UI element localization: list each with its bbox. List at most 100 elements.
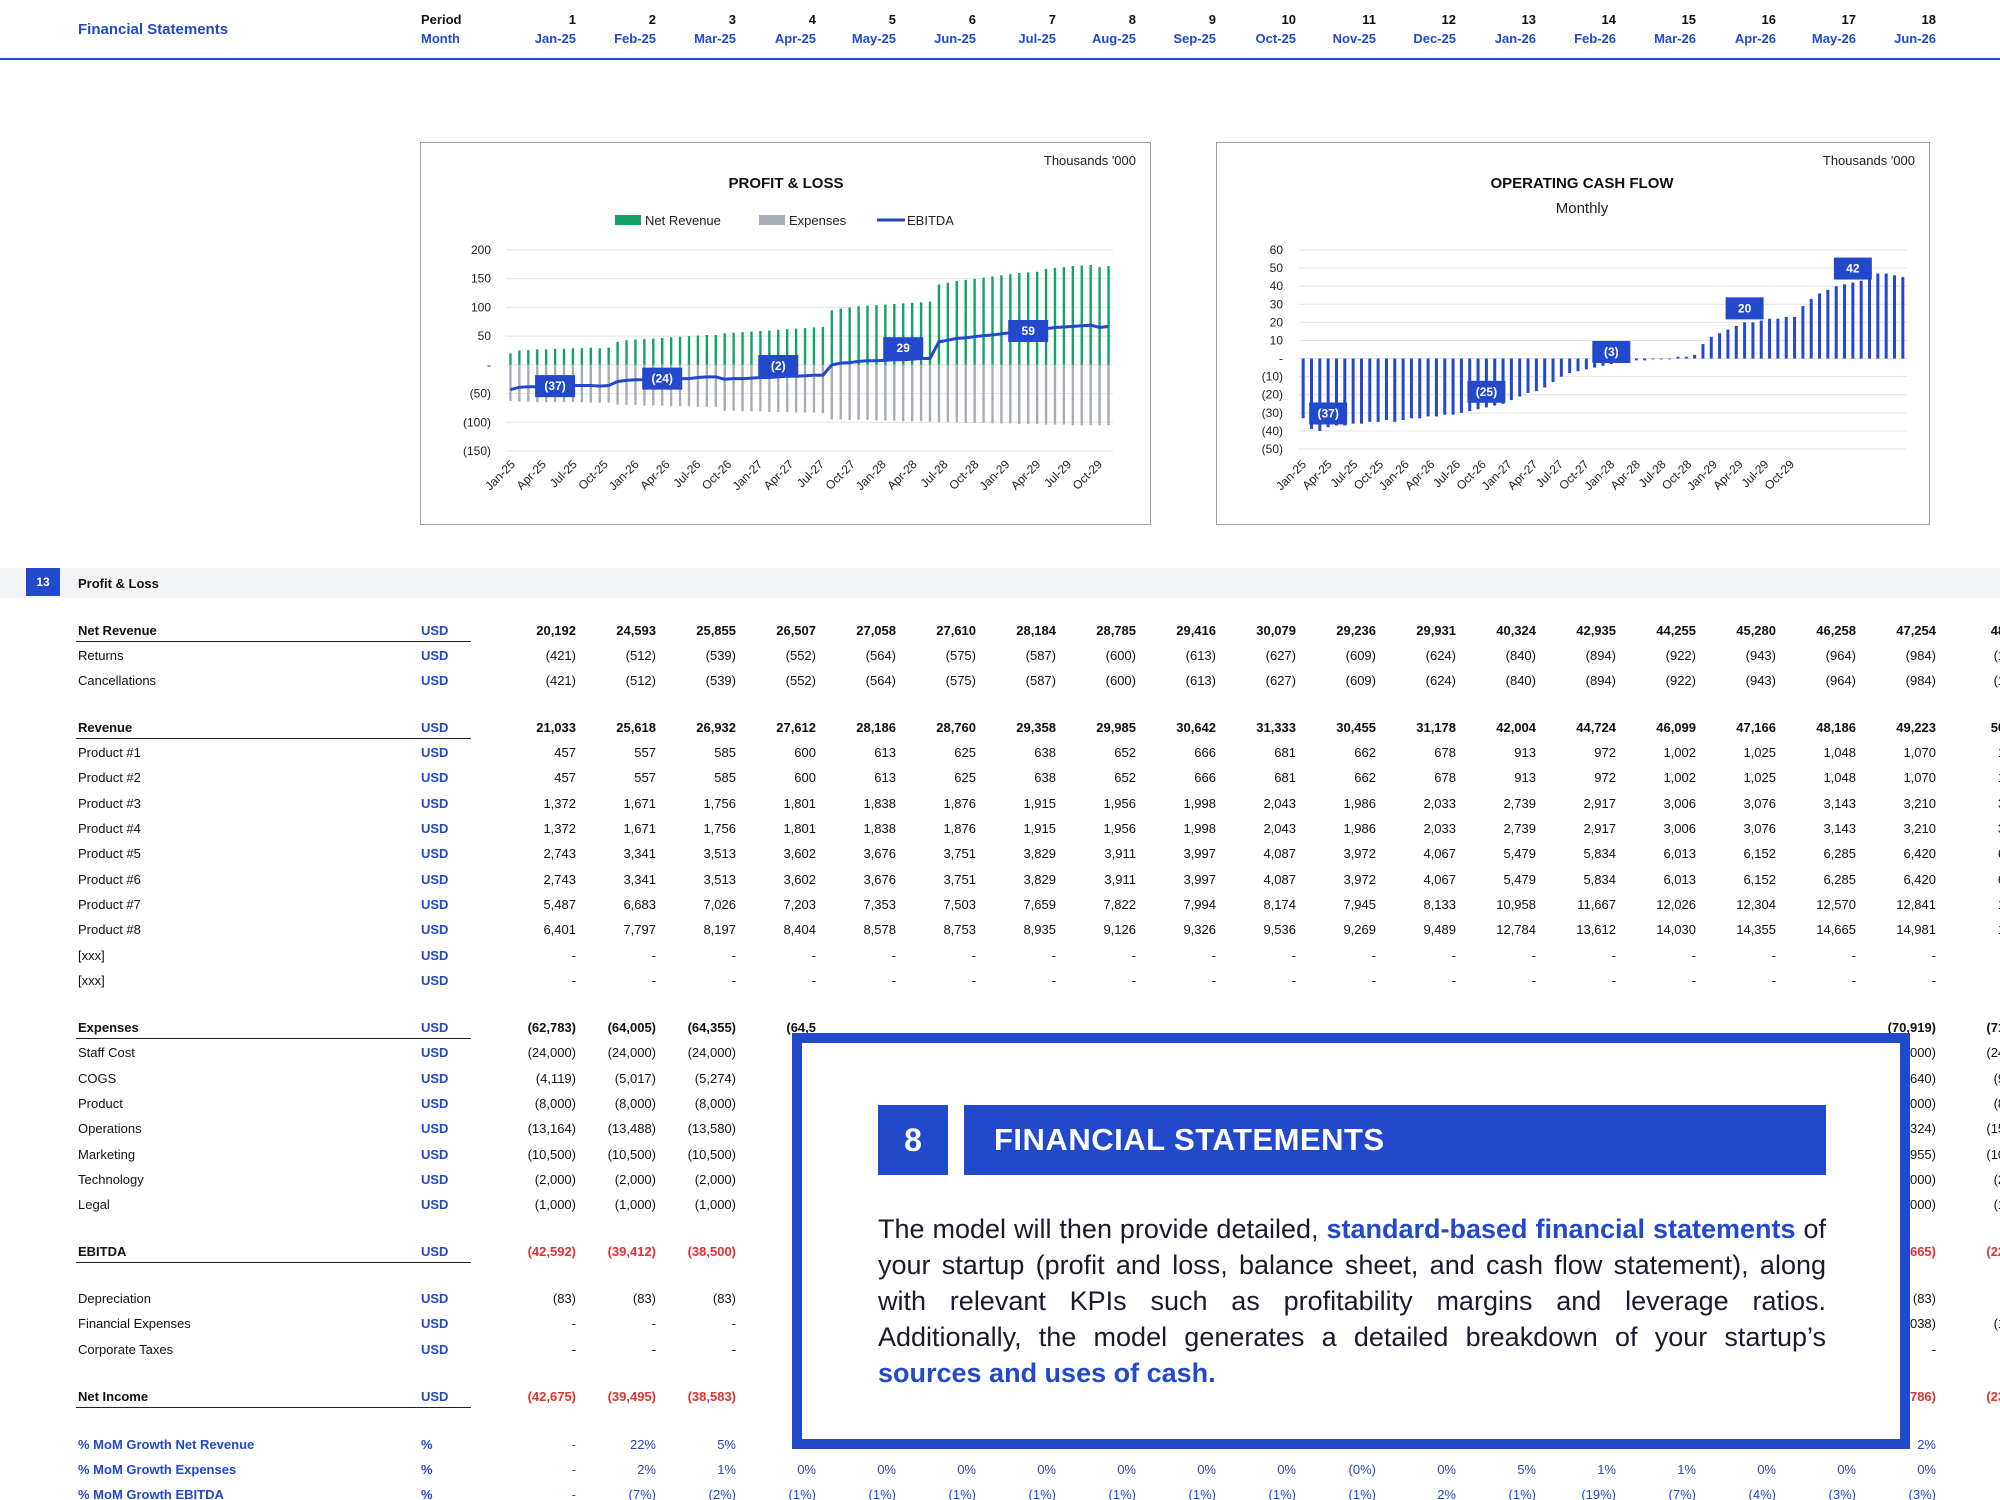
table-cell[interactable]: 46,099 (1656, 720, 1696, 735)
table-cell[interactable]: 000) (1909, 1045, 1936, 1060)
table-cell[interactable]: 3,997 (1183, 846, 1216, 861)
table-cell[interactable]: - (1291, 948, 1296, 963)
table-cell[interactable]: 4,087 (1263, 872, 1296, 887)
table-cell[interactable]: 3,210 (1903, 796, 1936, 811)
table-cell[interactable]: 3,829 (1023, 872, 1056, 887)
table-cell[interactable]: (13,488) (607, 1121, 656, 1136)
table-cell[interactable]: 681 (1274, 770, 1296, 785)
table-cell[interactable]: 324) (1909, 1121, 1936, 1136)
table-cell[interactable]: 1,956 (1103, 821, 1136, 836)
table-cell[interactable]: 3,076 (1743, 821, 1776, 836)
table-cell[interactable]: 3,911 (1104, 872, 1136, 887)
table-cell[interactable]: 1,372 (543, 796, 576, 811)
table-cell[interactable]: (64,355) (687, 1020, 736, 1035)
table-cell[interactable]: (4%) (1748, 1487, 1776, 1500)
table-cell[interactable]: (24,000) (527, 1045, 576, 1060)
table-cell[interactable]: (8,000) (614, 1096, 656, 1111)
table-cell[interactable]: - (1531, 948, 1536, 963)
table-cell[interactable]: 678 (1434, 745, 1456, 760)
table-cell[interactable]: 2,043 (1263, 796, 1296, 811)
table-cell[interactable]: 8,197 (703, 922, 736, 937)
table-cell[interactable]: - (731, 948, 736, 963)
table-cell[interactable]: 9,489 (1423, 922, 1456, 937)
table-cell[interactable]: - (571, 1316, 576, 1331)
table-cell[interactable]: (613) (1185, 648, 1216, 663)
table-cell[interactable]: 913 (1514, 770, 1536, 785)
table-cell[interactable]: 14,355 (1736, 922, 1776, 937)
table-cell[interactable]: 457 (554, 770, 576, 785)
table-cell[interactable]: - (571, 973, 576, 988)
table-cell[interactable]: 7,026 (703, 897, 736, 912)
table-cell[interactable]: (38,500) (687, 1244, 736, 1259)
table-cell[interactable]: 625 (954, 770, 976, 785)
table-cell[interactable]: 3,2 (1936, 821, 2000, 836)
table-cell[interactable]: 7,994 (1183, 897, 1216, 912)
table-cell[interactable]: (587) (1025, 648, 1056, 663)
table-cell[interactable]: (1,000) (614, 1197, 656, 1212)
table-cell[interactable]: 0% (1837, 1462, 1856, 1477)
table-cell[interactable]: 1,986 (1343, 821, 1376, 836)
table-cell[interactable]: 12,841 (1896, 897, 1936, 912)
table-cell[interactable]: (964) (1825, 673, 1856, 688)
table-cell[interactable]: 3,602 (783, 846, 816, 861)
table-cell[interactable]: 45,280 (1736, 623, 1776, 638)
table-cell[interactable]: (10,500) (607, 1147, 656, 1162)
table-cell[interactable]: - (1771, 973, 1776, 988)
table-cell[interactable]: 1,002 (1663, 770, 1696, 785)
table-cell[interactable]: 7,353 (863, 897, 896, 912)
table-cell[interactable]: 2,739 (1503, 796, 1536, 811)
table-cell[interactable]: (24,000) (687, 1045, 736, 1060)
table-cell[interactable]: 28,760 (936, 720, 976, 735)
table-cell[interactable]: 652 (1114, 770, 1136, 785)
table-cell[interactable]: (2,000) (694, 1172, 736, 1187)
table-cell[interactable]: (564) (865, 673, 896, 688)
table-cell[interactable]: 2,743 (543, 846, 576, 861)
table-cell[interactable]: (1%) (1028, 1487, 1056, 1500)
table-cell[interactable]: 28,186 (856, 720, 896, 735)
table-cell[interactable]: 27,610 (936, 623, 976, 638)
table-cell[interactable]: (7%) (628, 1487, 656, 1500)
table-cell[interactable]: 3,341 (623, 872, 656, 887)
table-cell[interactable]: - (971, 973, 976, 988)
table-cell[interactable]: 3,341 (623, 846, 656, 861)
table-cell[interactable]: - (731, 1342, 736, 1357)
table-cell[interactable]: 0% (1277, 1462, 1296, 1477)
table-cell[interactable]: 8,935 (1023, 922, 1056, 937)
table-cell[interactable]: (1,0 (1993, 1316, 2000, 1331)
table-cell[interactable]: 30,642 (1176, 720, 1216, 735)
table-cell[interactable]: 3,676 (863, 872, 896, 887)
table-cell[interactable]: 1,876 (943, 821, 976, 836)
table-cell[interactable]: 1,915 (1023, 821, 1056, 836)
table-cell[interactable]: 11,667 (1577, 897, 1616, 912)
table-cell[interactable]: (23,9 (1986, 1389, 2000, 1404)
table-cell[interactable]: 2,043 (1263, 821, 1296, 836)
table-cell[interactable]: 600 (794, 770, 816, 785)
table-cell[interactable]: - (971, 948, 976, 963)
table-cell[interactable]: 25,855 (696, 623, 736, 638)
table-cell[interactable]: 1,002 (1663, 745, 1696, 760)
table-cell[interactable]: 3,972 (1343, 846, 1376, 861)
table-cell[interactable]: 6,420 (1903, 846, 1936, 861)
table-cell[interactable]: 3,2 (1936, 796, 2000, 811)
table-cell[interactable]: 7,659 (1023, 897, 1056, 912)
table-cell[interactable]: 14,665 (1816, 922, 1856, 937)
table-cell[interactable]: (42,675) (527, 1389, 576, 1404)
table-cell[interactable]: 8,753 (943, 922, 976, 937)
table-cell[interactable]: (83) (1912, 1291, 1936, 1306)
table-cell[interactable]: - (651, 1342, 656, 1357)
table-cell[interactable]: 0% (1117, 1462, 1136, 1477)
table-cell[interactable]: 1,025 (1743, 745, 1776, 760)
table-cell[interactable]: (38,583) (687, 1389, 736, 1404)
table-cell[interactable]: 6,152 (1743, 846, 1776, 861)
table-cell[interactable]: (22,9 (1986, 1244, 2000, 1259)
table-cell[interactable]: - (1211, 973, 1216, 988)
table-cell[interactable]: - (891, 948, 896, 963)
table-cell[interactable]: (1%) (1348, 1487, 1376, 1500)
table-cell[interactable]: 29,236 (1336, 623, 1376, 638)
table-cell[interactable]: (8 (1936, 1291, 2000, 1306)
table-cell[interactable]: 28,184 (1016, 623, 1056, 638)
table-cell[interactable]: 20,192 (536, 623, 576, 638)
table-cell[interactable]: (587) (1025, 673, 1056, 688)
table-cell[interactable]: 1,025 (1743, 770, 1776, 785)
table-cell[interactable]: - (571, 1462, 576, 1477)
